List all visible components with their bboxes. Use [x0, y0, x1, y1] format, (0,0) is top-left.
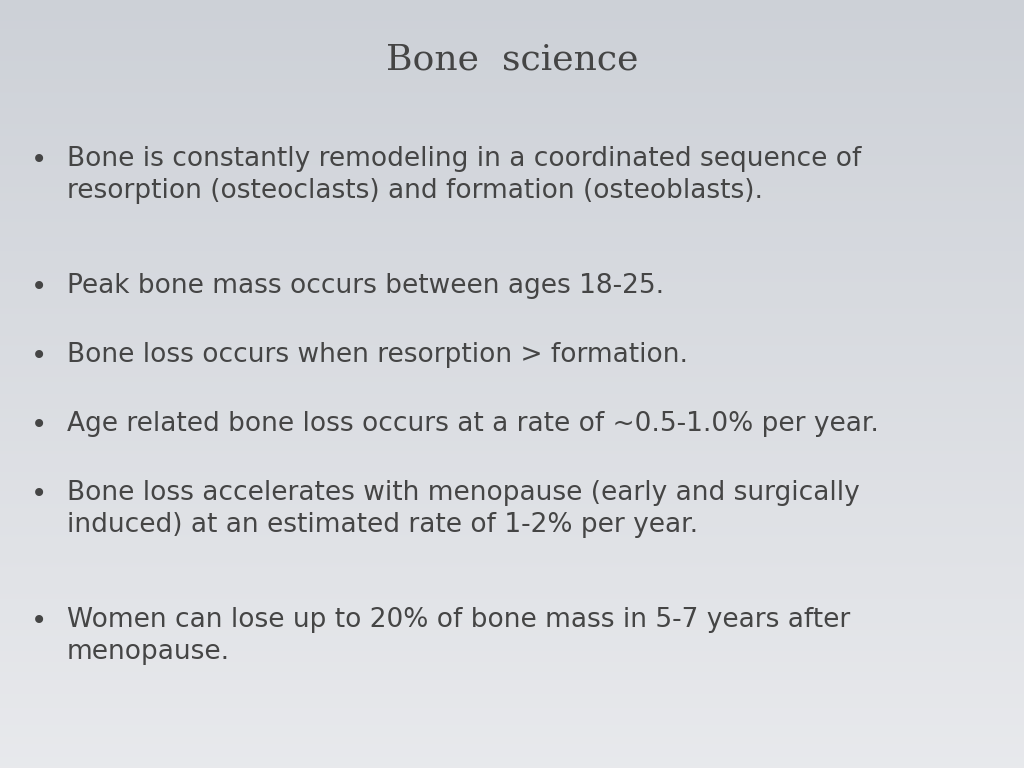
Text: Bone is constantly remodeling in a coordinated sequence of
resorption (osteoclas: Bone is constantly remodeling in a coord…	[67, 146, 861, 204]
Text: Age related bone loss occurs at a rate of ~0.5-1.0% per year.: Age related bone loss occurs at a rate o…	[67, 411, 879, 437]
Text: •: •	[31, 607, 47, 634]
Text: Women can lose up to 20% of bone mass in 5-7 years after
menopause.: Women can lose up to 20% of bone mass in…	[67, 607, 850, 665]
Text: •: •	[31, 342, 47, 369]
Text: Bone loss accelerates with menopause (early and surgically
induced) at an estima: Bone loss accelerates with menopause (ea…	[67, 480, 859, 538]
Text: Bone loss occurs when resorption > formation.: Bone loss occurs when resorption > forma…	[67, 342, 687, 368]
Text: •: •	[31, 411, 47, 439]
Text: Bone  science: Bone science	[386, 42, 638, 76]
Text: Peak bone mass occurs between ages 18-25.: Peak bone mass occurs between ages 18-25…	[67, 273, 664, 299]
Text: •: •	[31, 273, 47, 300]
Text: •: •	[31, 480, 47, 508]
Text: •: •	[31, 146, 47, 174]
